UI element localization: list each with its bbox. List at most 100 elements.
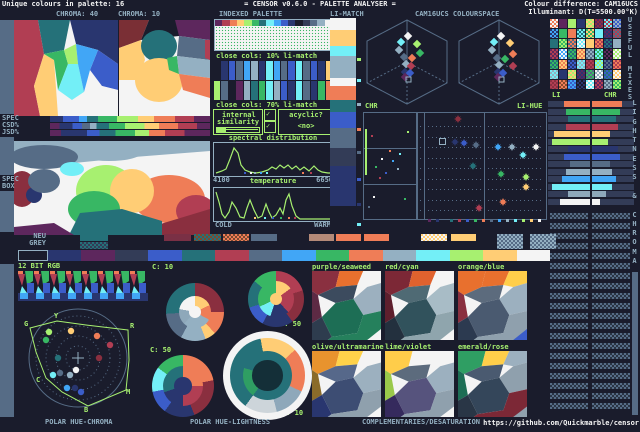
dotted-grid-line bbox=[420, 157, 544, 159]
dither-cell bbox=[592, 373, 630, 379]
neutral-swatch bbox=[451, 234, 476, 241]
li-hue-point bbox=[519, 151, 527, 159]
li-hue-tick bbox=[450, 219, 453, 222]
github-url-link[interactable]: https://github.com/Quickmarble/censor bbox=[483, 419, 639, 427]
palette-swatch[interactable] bbox=[148, 250, 183, 261]
acyclic-checkbox[interactable]: ✓ bbox=[264, 121, 276, 133]
palette-swatch[interactable] bbox=[114, 250, 149, 261]
dither-cell bbox=[592, 223, 630, 229]
spec-box-label: BOX bbox=[2, 182, 15, 190]
li-match-tick bbox=[357, 203, 361, 206]
similarity-slider-fill bbox=[217, 128, 226, 132]
csd-label: CSD% bbox=[2, 121, 19, 129]
palette-swatch[interactable] bbox=[416, 250, 451, 261]
li-hue-tick bbox=[490, 219, 493, 222]
close-col-swatch bbox=[266, 61, 273, 80]
mix-swatch bbox=[559, 29, 567, 39]
palette-swatch[interactable] bbox=[81, 250, 116, 261]
palette-swatch[interactable] bbox=[181, 250, 216, 261]
mix-swatch bbox=[550, 39, 558, 49]
acyclic-box: acyclic? <no> bbox=[278, 109, 334, 135]
palette-swatch[interactable] bbox=[282, 250, 317, 261]
chr-bar bbox=[592, 161, 610, 167]
jsd-bar bbox=[50, 130, 210, 136]
palette-swatch[interactable] bbox=[382, 250, 417, 261]
palette-swatch[interactable] bbox=[349, 250, 384, 261]
unique-colours-count: Unique colours in palette: 16 bbox=[2, 0, 125, 8]
chr-bar bbox=[592, 169, 612, 175]
dither-cell bbox=[592, 313, 630, 319]
indexed-swatch bbox=[317, 20, 325, 26]
complementary-title: orange/blue bbox=[458, 263, 505, 271]
dither-cell bbox=[592, 353, 630, 359]
grey-swatch bbox=[497, 234, 523, 249]
indexed-swatch bbox=[310, 20, 318, 26]
illuminant-label: Illuminant: D(T=5500.00°K) bbox=[528, 8, 638, 16]
svg-text:C: C bbox=[36, 376, 40, 384]
chr-bar-track bbox=[592, 169, 634, 175]
palette-swatch-selected[interactable] bbox=[18, 250, 48, 261]
mix-swatch bbox=[613, 69, 621, 79]
mix-swatch bbox=[586, 49, 594, 59]
palette-swatch[interactable] bbox=[516, 250, 551, 261]
dither-cell bbox=[550, 263, 588, 269]
dither-cell bbox=[592, 343, 630, 349]
neutral-swatch bbox=[164, 234, 191, 241]
li-match-block bbox=[330, 128, 356, 148]
palette-swatch[interactable] bbox=[215, 250, 250, 261]
mix-swatch bbox=[559, 39, 567, 49]
mix-swatch bbox=[550, 79, 558, 89]
grey-swatch bbox=[530, 234, 556, 249]
spectral-max-label: 6650 bbox=[316, 176, 333, 184]
dither-cell bbox=[592, 383, 630, 389]
similarity-slider[interactable] bbox=[216, 127, 260, 133]
chart-tick bbox=[264, 217, 266, 219]
hue-lightness-donut bbox=[269, 292, 283, 306]
palette-swatch[interactable] bbox=[315, 250, 350, 261]
li-bar bbox=[552, 139, 590, 145]
csd-bar bbox=[50, 123, 210, 129]
complementary-title: purple/seaweed bbox=[312, 263, 372, 271]
close-col-swatch bbox=[310, 81, 318, 100]
indexed-swatch bbox=[280, 20, 289, 26]
complementary-image bbox=[385, 271, 454, 340]
dotted-grid-line bbox=[420, 210, 544, 211]
mix-swatch bbox=[568, 39, 576, 49]
dither-cell bbox=[550, 393, 588, 399]
similarity-checkbox[interactable]: ✓ bbox=[264, 109, 276, 121]
palette-swatch[interactable] bbox=[248, 250, 283, 261]
dither-cell bbox=[550, 323, 588, 329]
palette-swatch[interactable] bbox=[483, 250, 518, 261]
dither-cell bbox=[592, 253, 630, 259]
hue-lightness-donut bbox=[174, 377, 192, 395]
li-bar bbox=[570, 161, 590, 167]
palette-swatch[interactable] bbox=[449, 250, 484, 261]
chr-scatter-panel bbox=[363, 112, 417, 220]
chart-tick bbox=[244, 172, 246, 174]
chr-dot bbox=[375, 166, 377, 168]
mix-swatch bbox=[595, 59, 603, 69]
li-hue-point bbox=[522, 173, 530, 181]
chroma10-preview-image bbox=[119, 20, 210, 116]
chart-tick bbox=[260, 172, 262, 174]
li-match-tick bbox=[357, 178, 361, 181]
chr-bar bbox=[592, 184, 612, 190]
li-hue-tick bbox=[428, 219, 431, 222]
li-match-block bbox=[330, 148, 356, 166]
chart-tick bbox=[310, 172, 312, 174]
mix-swatch bbox=[613, 29, 621, 39]
dither-cell bbox=[592, 213, 630, 219]
chart-tick bbox=[280, 217, 282, 219]
dither-cell bbox=[592, 263, 630, 269]
indexed-swatch bbox=[288, 20, 296, 26]
svg-text:B: B bbox=[84, 406, 88, 414]
neutral-swatch bbox=[336, 234, 361, 241]
li-hue-scatter-panel bbox=[417, 112, 547, 220]
mix-swatch bbox=[559, 79, 567, 89]
chr-dot bbox=[371, 135, 373, 137]
close-col-swatch bbox=[303, 81, 310, 100]
mix-swatch bbox=[586, 19, 594, 29]
palette-swatch[interactable] bbox=[48, 250, 82, 261]
mix-swatch bbox=[586, 59, 594, 69]
